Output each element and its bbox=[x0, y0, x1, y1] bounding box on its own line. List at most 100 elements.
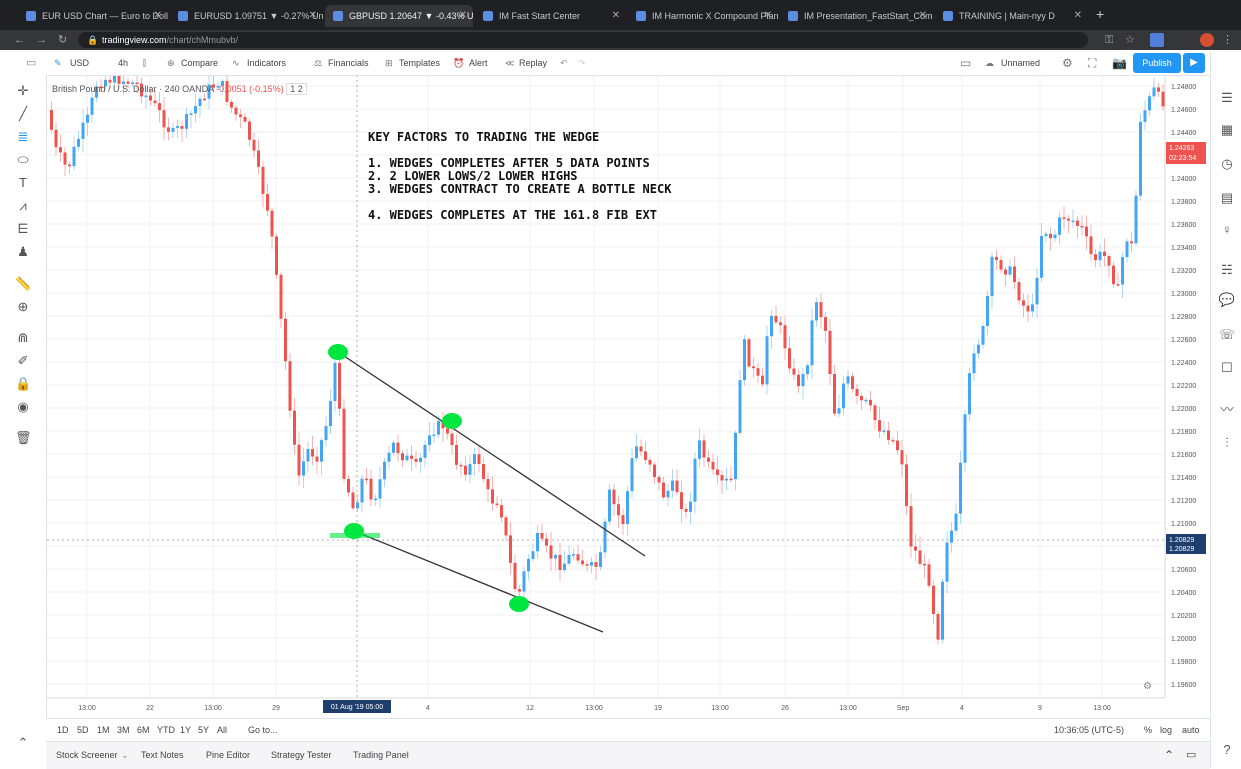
browser-tab[interactable]: IM Harmonic X Compound Plan ✕ bbox=[628, 5, 778, 27]
notifications-icon[interactable]: ☐ bbox=[1221, 360, 1233, 375]
pencil-icon[interactable]: ✎ bbox=[54, 58, 62, 68]
forward-icon[interactable]: → bbox=[36, 34, 47, 46]
trash-icon[interactable]: 🗑 bbox=[15, 430, 32, 445]
browser-tab[interactable]: IM Presentation_FastStart_Comm ✕ bbox=[780, 5, 933, 27]
goto-date-button[interactable]: Go to... bbox=[248, 725, 278, 735]
clock-icon[interactable]: ◷ bbox=[1221, 156, 1233, 171]
tab-close-icon[interactable]: ✕ bbox=[458, 10, 467, 21]
percent-scale-toggle[interactable]: % bbox=[1144, 725, 1153, 735]
financials-button[interactable]: Financials bbox=[328, 58, 369, 68]
camera-snapshot-icon[interactable]: 📷 bbox=[1112, 56, 1127, 70]
candle-body bbox=[86, 114, 89, 123]
chart-layout-icon[interactable]: ▭ bbox=[26, 57, 37, 69]
tab-close-icon[interactable]: ✕ bbox=[153, 10, 162, 21]
wedge-text-note[interactable]: KEY FACTORS TO TRADING THE WEDGE 1. WEDG… bbox=[368, 131, 671, 222]
auto-scale-toggle[interactable]: auto bbox=[1182, 725, 1200, 735]
bookmark-star-icon[interactable]: ☆ bbox=[1125, 34, 1135, 46]
zoom-in-icon[interactable]: ⊕ bbox=[17, 299, 29, 314]
browser-tab[interactable]: TRAINING | Main-nyy D ✕ bbox=[935, 5, 1088, 27]
range-1y[interactable]: 1Y bbox=[180, 725, 192, 735]
reload-icon[interactable]: ↻ bbox=[58, 34, 68, 46]
trend-line-icon[interactable]: ╱ bbox=[19, 106, 27, 121]
tab-strategy-tester[interactable]: Strategy Tester bbox=[271, 750, 332, 760]
publish-button[interactable]: Publish bbox=[1133, 53, 1181, 73]
url-input[interactable]: 🔒 tradingview.com/chart/chMmubvb/ bbox=[78, 32, 1088, 48]
profile-avatar[interactable] bbox=[1200, 33, 1214, 47]
range-6m[interactable]: 6M bbox=[137, 725, 150, 735]
interval-button[interactable]: 4h bbox=[118, 58, 129, 68]
layout-name-button[interactable]: Unnamed bbox=[1001, 58, 1041, 68]
channel-icon[interactable]: ≣ bbox=[17, 129, 29, 144]
range-1m[interactable]: 1M bbox=[97, 725, 110, 735]
replay-button[interactable]: Replay bbox=[519, 58, 548, 68]
settings-gear-icon[interactable]: ⚙ bbox=[1062, 56, 1073, 70]
fib-icon[interactable]: ⋿ bbox=[17, 221, 29, 236]
templates-button[interactable]: Templates bbox=[399, 58, 441, 68]
browser-tab[interactable]: EUR USD Chart — Euro to Dolla ✕ bbox=[18, 5, 168, 27]
pattern-icon[interactable]: ⩘ bbox=[19, 198, 27, 213]
publish-play-icon[interactable]: ▶ bbox=[1183, 53, 1205, 73]
undo-icon[interactable]: ↶ bbox=[560, 58, 568, 68]
browser-menu-icon[interactable]: ⋮ bbox=[1222, 34, 1233, 46]
range-5d[interactable]: 5D bbox=[77, 725, 89, 735]
candle-body bbox=[239, 114, 242, 117]
tab-close-icon[interactable]: ✕ bbox=[918, 10, 927, 21]
range-5y[interactable]: 5Y bbox=[198, 725, 210, 735]
back-icon[interactable]: ← bbox=[14, 34, 25, 46]
extension-icon[interactable] bbox=[1150, 33, 1164, 47]
browser-tab[interactable]: EURUSD 1.09751 ▼ -0.27% Un ✕ bbox=[170, 5, 323, 27]
tab-stock-screener[interactable]: Stock Screener bbox=[56, 750, 118, 760]
drawing-mode-icon[interactable]: ✐ bbox=[17, 353, 29, 368]
indicators-button[interactable]: Indicators bbox=[247, 58, 287, 68]
range-all[interactable]: All bbox=[217, 725, 228, 735]
browser-tab[interactable]: GBPUSD 1.20647 ▼ -0.43% Un ✕ bbox=[325, 5, 473, 27]
eye-icon[interactable]: ◉ bbox=[17, 399, 29, 414]
streams-icon[interactable]: ☏ bbox=[1218, 327, 1236, 342]
crosshair-icon[interactable]: ✛ bbox=[17, 83, 29, 98]
key-icon[interactable]: ⚿ bbox=[1105, 34, 1114, 46]
timezone-clock[interactable]: 10:36:05 (UTC-5) bbox=[1054, 725, 1125, 735]
alert-button[interactable]: Alert bbox=[469, 58, 488, 68]
new-tab-icon[interactable]: + bbox=[1096, 6, 1105, 22]
chat-icon[interactable]: ☵ bbox=[1221, 262, 1233, 277]
compare-button[interactable]: Compare bbox=[181, 58, 219, 68]
tab-close-icon[interactable]: ✕ bbox=[763, 10, 772, 21]
range-ytd[interactable]: YTD bbox=[157, 725, 175, 735]
candle-body bbox=[693, 458, 697, 502]
watchlist-icon[interactable]: ☰ bbox=[1221, 90, 1233, 105]
tab-close-icon[interactable]: ✕ bbox=[308, 10, 317, 21]
tab-trading-panel[interactable]: Trading Panel bbox=[353, 750, 409, 760]
ideas-icon[interactable]: 💬 bbox=[1218, 292, 1236, 307]
ruler-icon[interactable]: 📏 bbox=[15, 276, 32, 291]
order-panel-icon[interactable]: ⫶ bbox=[1225, 435, 1229, 450]
candle-body bbox=[1062, 217, 1066, 219]
text-tool-icon[interactable]: T bbox=[19, 175, 27, 190]
data-window-icon[interactable]: ▤ bbox=[1220, 190, 1234, 205]
bar-style-icon[interactable]: ⫿ bbox=[143, 58, 146, 68]
redo-icon[interactable]: ↷ bbox=[578, 58, 586, 68]
help-icon[interactable]: ? bbox=[1223, 742, 1231, 757]
tab-pine-editor[interactable]: Pine Editor bbox=[206, 750, 251, 760]
range-3m[interactable]: 3M bbox=[117, 725, 130, 735]
log-scale-toggle[interactable]: log bbox=[1160, 725, 1173, 735]
person-icon[interactable]: ♟ bbox=[17, 244, 29, 259]
calendar-icon[interactable]: ▦ bbox=[1220, 122, 1234, 137]
tab-close-icon[interactable]: ✕ bbox=[1073, 10, 1082, 21]
collapse-icon[interactable]: ⌃ bbox=[17, 735, 29, 750]
hotlist-icon[interactable]: ♀ bbox=[1222, 222, 1232, 237]
symbol-search-button[interactable]: USD bbox=[70, 58, 90, 68]
chevron-down-icon[interactable]: ⌄ bbox=[121, 750, 129, 760]
fullscreen-icon[interactable]: ⛶ bbox=[1088, 56, 1097, 70]
tab-close-icon[interactable]: ✕ bbox=[611, 10, 620, 21]
lock-drawings-icon[interactable]: 🔒 bbox=[15, 376, 32, 391]
range-1d[interactable]: 1D bbox=[57, 725, 69, 735]
trend-icon[interactable]: 〰 bbox=[1220, 402, 1234, 417]
ellipse-icon[interactable]: ⬭ bbox=[17, 152, 29, 167]
tab-text-notes[interactable]: Text Notes bbox=[141, 750, 184, 760]
magnet-icon[interactable]: ⋒ bbox=[17, 330, 29, 345]
layout-icon[interactable]: ▭ bbox=[960, 56, 972, 70]
collapse-panel-icon[interactable]: ⌃ bbox=[1164, 748, 1175, 762]
browser-tab[interactable]: IM Fast Start Center ✕ bbox=[475, 5, 626, 27]
maximize-panel-icon[interactable]: ▭ bbox=[1186, 749, 1197, 761]
